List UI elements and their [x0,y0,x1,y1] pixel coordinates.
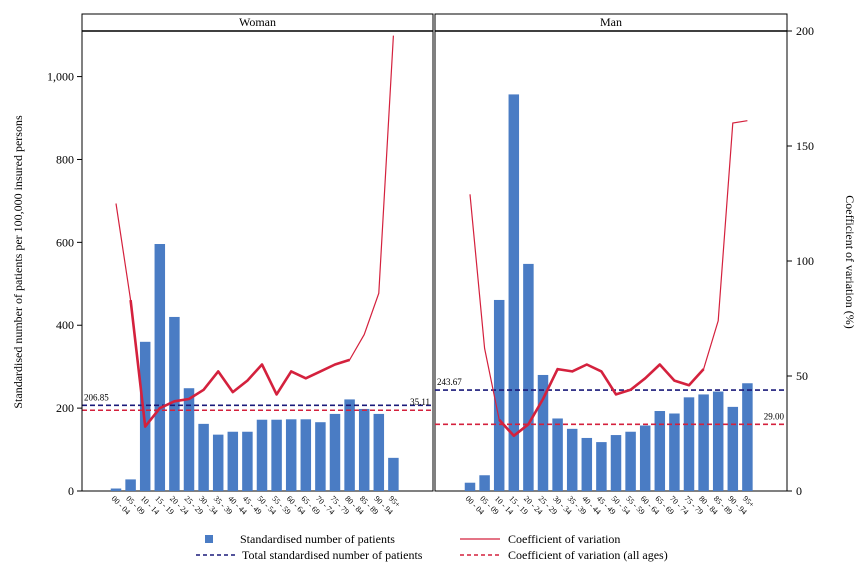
bar [154,244,166,491]
bar [464,482,476,491]
bar [169,316,180,491]
bar [581,437,593,491]
bar [493,299,505,491]
bar [654,411,666,491]
panel-title: Woman [239,15,276,29]
bar [742,383,753,491]
bar [388,457,399,491]
bar [285,419,297,491]
cv-all-reference-label: 29.00 [764,411,785,421]
total-reference-label: 206.85 [84,392,109,402]
bar [256,419,268,491]
y2-tick-label: 0 [796,484,802,498]
bar [479,475,490,491]
y-tick-label: 200 [56,401,74,415]
bar [698,394,709,491]
total-reference-label: 243.67 [437,377,462,387]
panel-title: Man [600,15,622,29]
bar [625,431,636,491]
bar [712,391,724,491]
bar [683,397,695,491]
bar [110,488,122,491]
bar [271,419,282,491]
legend-bars-swatch [205,535,213,543]
bar [523,263,534,491]
bar [227,431,239,491]
bar [566,428,578,491]
y2-axis-label: Coefficient of variation (%) [843,195,857,328]
cv-all-reference-label: 35.11 [410,397,430,407]
bar [639,425,651,491]
legend-total-label: Total standardised number of patients [242,548,423,562]
bar [610,435,622,491]
cv-line-thick [129,299,350,428]
bar [344,399,355,491]
bar [183,388,195,491]
legend-cv-all-label: Coefficient of variation (all ages) [508,548,668,562]
bar [315,422,326,491]
bar [242,431,253,491]
y-tick-label: 1,000 [47,70,74,84]
y-axis-label: Standardised number of patients per 100,… [11,115,25,409]
legend-bars-label: Standardised number of patients [240,532,395,546]
bar [669,413,680,491]
bar [329,413,341,491]
y-tick-label: 400 [56,318,74,332]
chart-axes: 0 200 400 600 800 1,000 0 50 100 150 200 [47,14,814,498]
bar [508,94,520,492]
bar [212,434,224,491]
legend: Standardised number of patients Coeffici… [196,532,668,562]
bar [125,479,136,491]
bar [300,419,312,491]
legend-cv-label: Coefficient of variation [508,532,620,546]
cv-line-thick [498,363,705,438]
y2-tick-label: 200 [796,24,814,38]
y-tick-label: 600 [56,235,74,249]
bar [198,423,209,491]
y-tick-label: 800 [56,152,74,166]
y2-tick-label: 100 [796,254,814,268]
bar [552,418,563,491]
bar [358,408,370,491]
bar [373,413,385,491]
bar [537,374,549,491]
y2-tick-label: 150 [796,139,814,153]
y-tick-label: 0 [68,484,74,498]
bar [727,406,739,491]
bar [596,442,607,491]
y2-tick-label: 50 [796,369,808,383]
